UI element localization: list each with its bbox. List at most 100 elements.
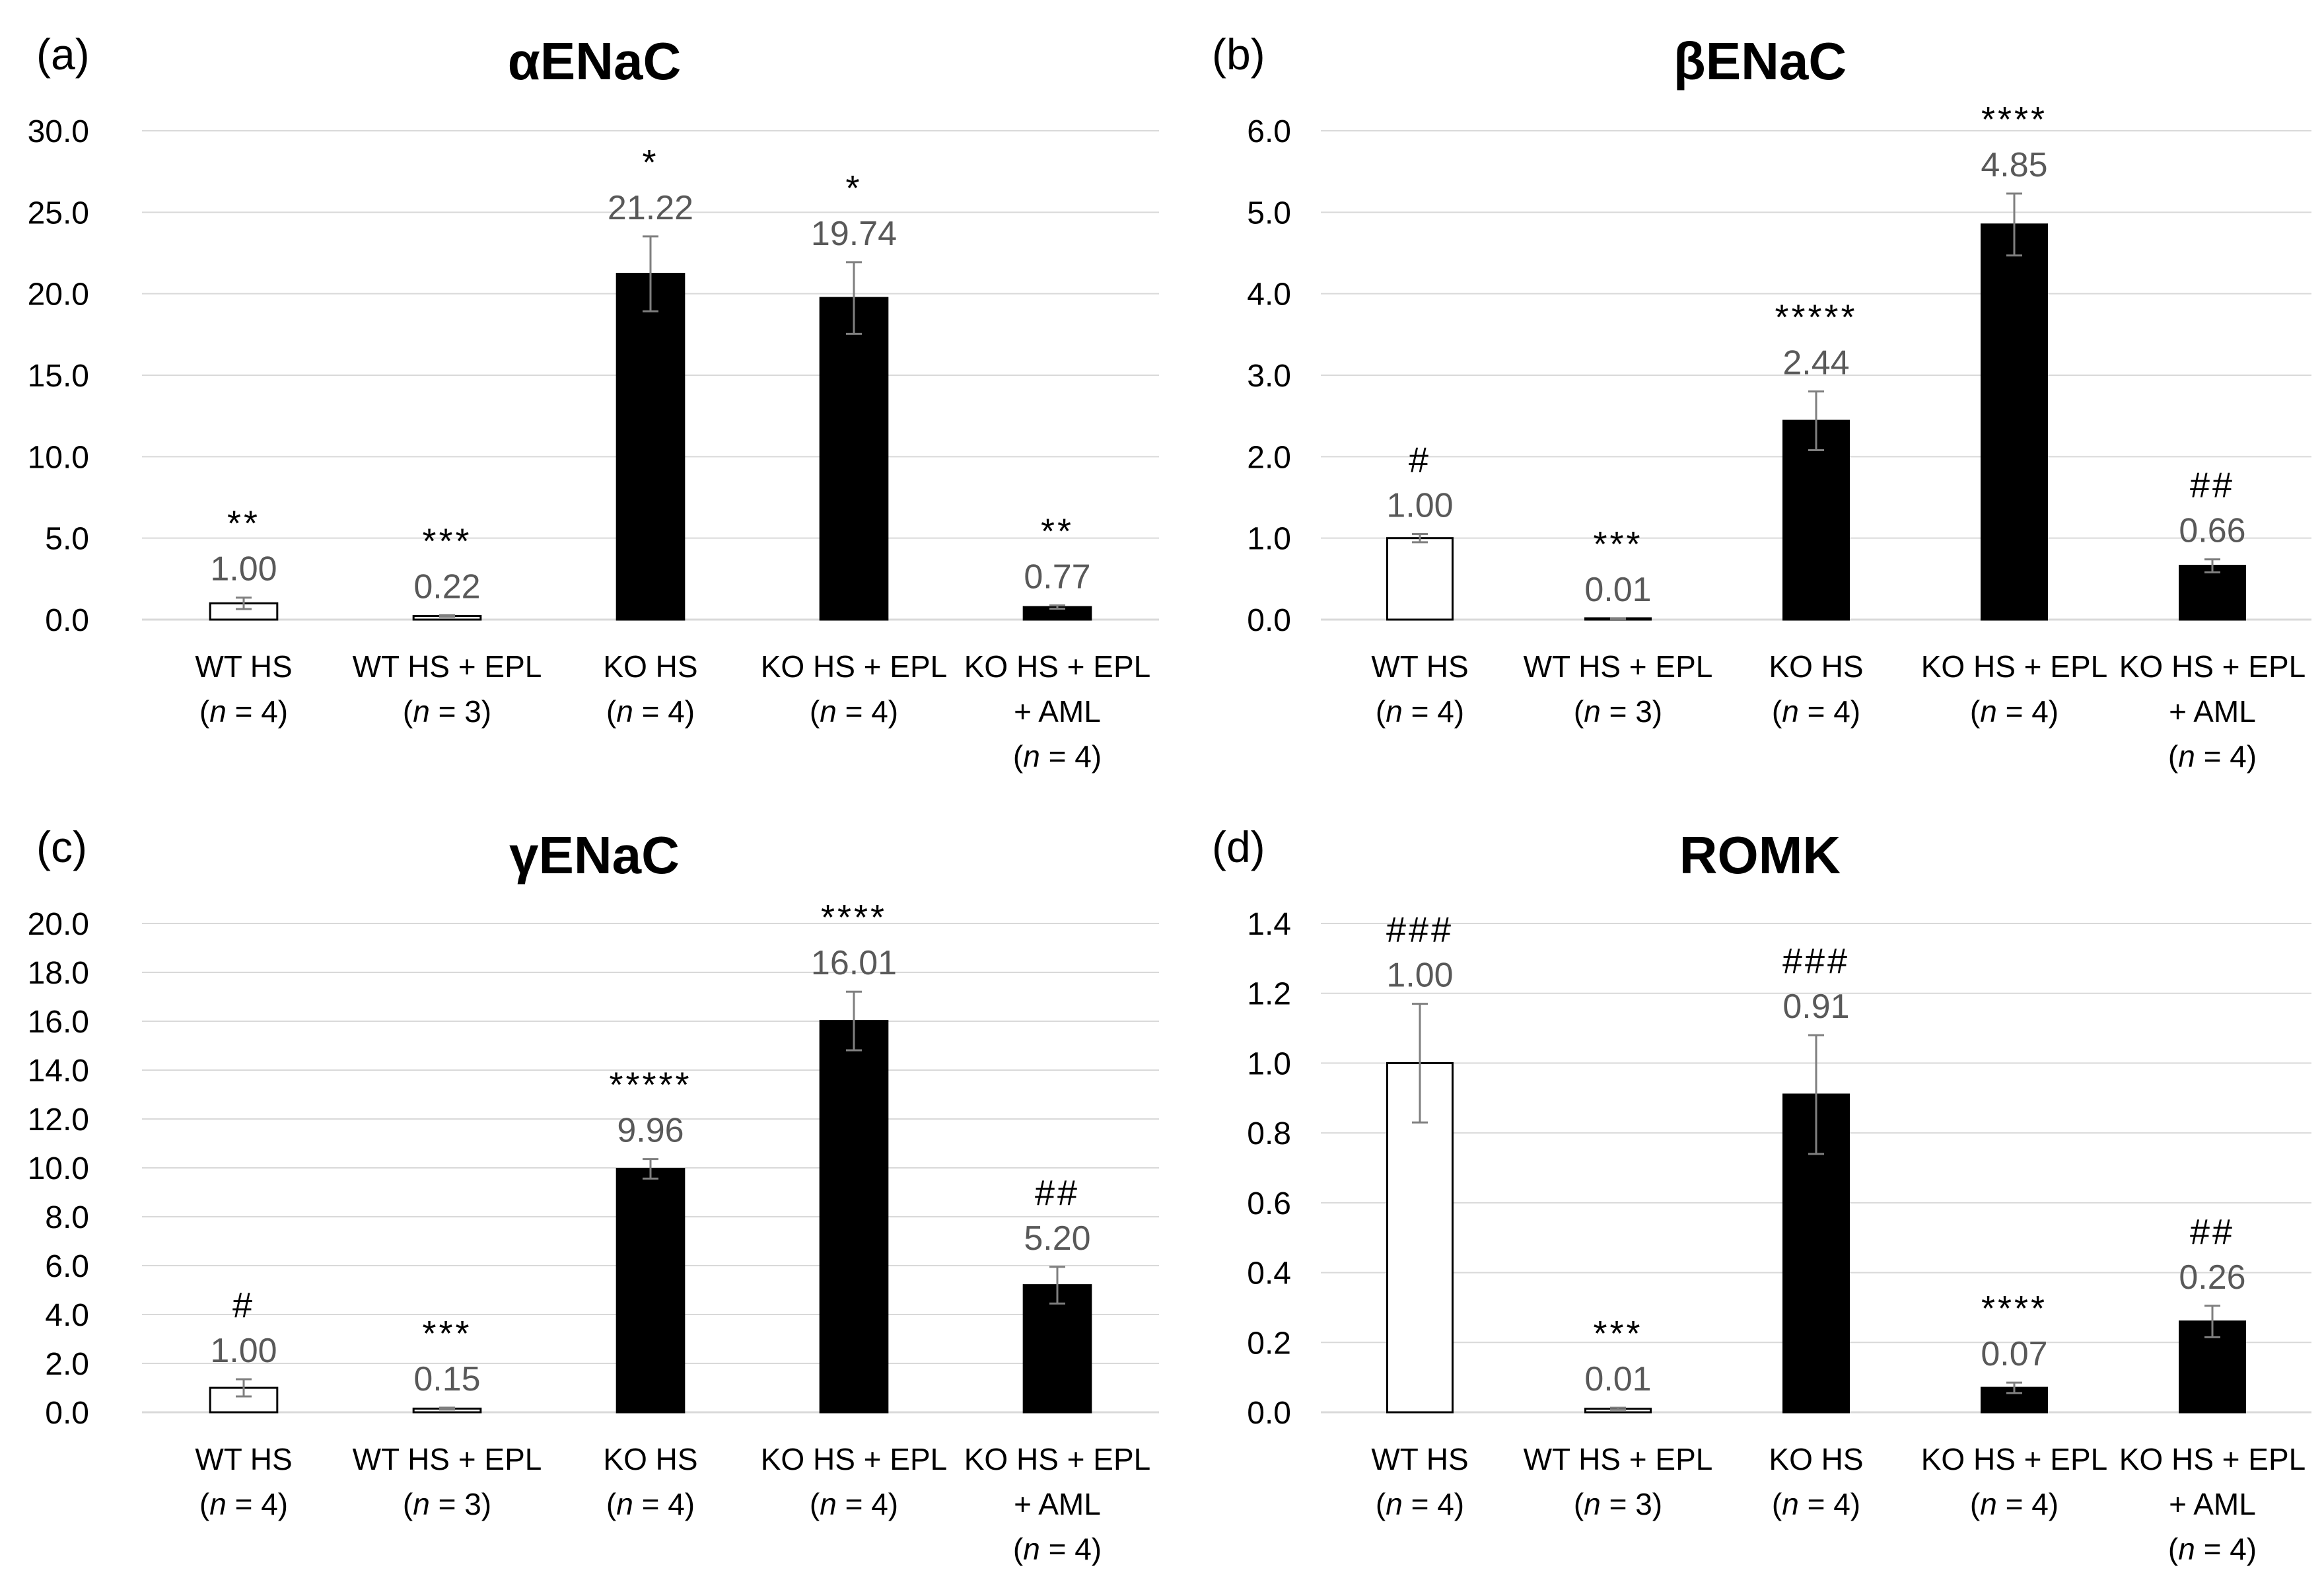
x-tick-label: (n = 4) (810, 694, 898, 729)
x-tick-label: WT HS + EPL (353, 1442, 542, 1476)
chart-title: ROMK (1679, 826, 1841, 884)
x-tick-label: (n = 4) (1013, 1532, 1102, 1566)
significance-marker: ### (1386, 910, 1454, 950)
x-tick-label: (n = 3) (403, 694, 491, 729)
bar (819, 297, 889, 621)
significance-marker: **** (821, 898, 887, 937)
y-tick-label: 0.2 (1247, 1326, 1291, 1361)
x-tick-label: (n = 4) (810, 1487, 898, 1521)
x-tick-label: WT HS + EPL (1524, 1442, 1713, 1476)
chart-title: γENaC (509, 826, 680, 884)
data-label: 1.00 (210, 550, 277, 589)
panel-label: (b) (1212, 30, 1265, 79)
significance-marker: *** (422, 521, 472, 561)
data-label: 9.96 (617, 1112, 684, 1150)
y-tick-label: 16.0 (28, 1005, 89, 1040)
significance-marker: ***** (1775, 298, 1857, 338)
y-tick-label: 6.0 (1247, 114, 1291, 149)
data-label: 0.77 (1024, 558, 1090, 596)
x-tick-label: (n = 4) (1970, 694, 2059, 729)
x-tick-label: KO HS + EPL (2119, 649, 2306, 684)
significance-marker: *** (422, 1314, 472, 1353)
x-tick-label: KO HS (603, 649, 697, 684)
y-tick-label: 15.0 (28, 359, 89, 394)
y-tick-label: 5.0 (1247, 196, 1291, 231)
y-tick-label: 12.0 (28, 1102, 89, 1137)
x-tick-label: (n = 4) (1013, 739, 1102, 774)
y-tick-label: 0.0 (45, 603, 89, 638)
y-tick-label: 2.0 (45, 1347, 89, 1382)
x-tick-label: (n = 4) (1970, 1487, 2059, 1521)
data-label: 5.20 (1024, 1219, 1090, 1258)
y-tick-label: 1.4 (1247, 907, 1291, 942)
chart-panel-a: (a) αENaC0.05.010.015.020.025.030.01.00**… (28, 30, 1159, 774)
x-tick-label: WT HS + EPL (1524, 649, 1713, 684)
y-tick-label: 10.0 (28, 440, 89, 475)
data-label: 0.91 (1782, 988, 1849, 1026)
significance-marker: * (642, 143, 658, 182)
x-tick-label: KO HS (1769, 1442, 1863, 1476)
significance-marker: * (845, 168, 862, 208)
y-tick-label: 14.0 (28, 1054, 89, 1089)
x-tick-label: WT HS (195, 1442, 292, 1476)
data-label: 21.22 (608, 189, 693, 227)
y-tick-label: 5.0 (45, 522, 89, 557)
x-tick-label: (n = 4) (199, 1487, 288, 1521)
significance-marker: ### (1782, 941, 1850, 981)
chart-panel-c: (c) γENaC0.02.04.06.08.010.012.014.016.01… (28, 822, 1159, 1566)
data-label: 16.01 (811, 944, 897, 982)
x-tick-label: WT HS + EPL (353, 649, 542, 684)
data-label: 0.66 (2179, 512, 2245, 550)
panel-label: (a) (36, 30, 90, 79)
panel-label: (c) (36, 822, 87, 871)
significance-marker: *** (1593, 1314, 1642, 1353)
x-tick-label: (n = 4) (606, 1487, 695, 1521)
x-tick-label: WT HS (1371, 1442, 1468, 1476)
x-tick-label: (n = 4) (1772, 694, 1860, 729)
y-tick-label: 1.0 (1247, 1046, 1291, 1081)
significance-marker: *** (1593, 524, 1642, 564)
x-tick-label: KO HS + EPL (964, 1442, 1151, 1476)
y-tick-label: 0.0 (45, 1396, 89, 1431)
data-label: 0.26 (2179, 1258, 2245, 1297)
panel-label: (d) (1212, 822, 1265, 871)
y-tick-label: 6.0 (45, 1249, 89, 1284)
y-tick-label: 0.0 (1247, 1396, 1291, 1431)
bar (1981, 223, 2048, 621)
x-tick-label: KO HS (603, 1442, 697, 1476)
data-label: 1.00 (1386, 487, 1453, 525)
bar (1386, 537, 1454, 621)
bar (616, 273, 686, 621)
data-label: 0.01 (1584, 1360, 1651, 1398)
y-tick-label: 20.0 (28, 907, 89, 942)
data-label: 1.00 (1386, 956, 1453, 995)
x-tick-label: + AML (1014, 694, 1101, 729)
significance-marker: ***** (609, 1065, 691, 1105)
y-tick-label: 0.6 (1247, 1186, 1291, 1221)
data-label: 0.01 (1584, 571, 1651, 609)
y-tick-label: 0.8 (1247, 1116, 1291, 1151)
x-tick-label: (n = 3) (403, 1487, 491, 1521)
y-tick-label: 1.0 (1247, 522, 1291, 557)
x-tick-label: (n = 4) (1376, 1487, 1464, 1521)
y-tick-label: 0.0 (1247, 603, 1291, 638)
data-label: 0.22 (413, 567, 480, 606)
data-label: 0.07 (1981, 1335, 2047, 1373)
chart-title: βENaC (1673, 32, 1847, 90)
y-tick-label: 4.0 (1247, 277, 1291, 312)
y-tick-label: 0.4 (1247, 1256, 1291, 1291)
significance-marker: **** (1981, 1289, 2047, 1328)
chart-panel-d: (d) ROMK 0.0 0.2 0.4 0.6 0.8 1.0 1.2 1.4 1.00 ### WT… (1212, 822, 2311, 1566)
y-tick-label: 8.0 (45, 1200, 89, 1235)
data-label: 0.15 (413, 1360, 480, 1398)
x-tick-label: + AML (1014, 1487, 1101, 1521)
x-tick-label: + AML (2169, 1487, 2256, 1521)
x-tick-label: (n = 4) (2168, 739, 2257, 774)
x-tick-label: (n = 3) (1574, 694, 1662, 729)
x-tick-label: (n = 4) (1772, 1487, 1860, 1521)
y-tick-label: 2.0 (1247, 440, 1291, 475)
y-tick-label: 30.0 (28, 114, 89, 149)
significance-marker: # (232, 1285, 255, 1325)
significance-marker: ** (1041, 512, 1074, 552)
